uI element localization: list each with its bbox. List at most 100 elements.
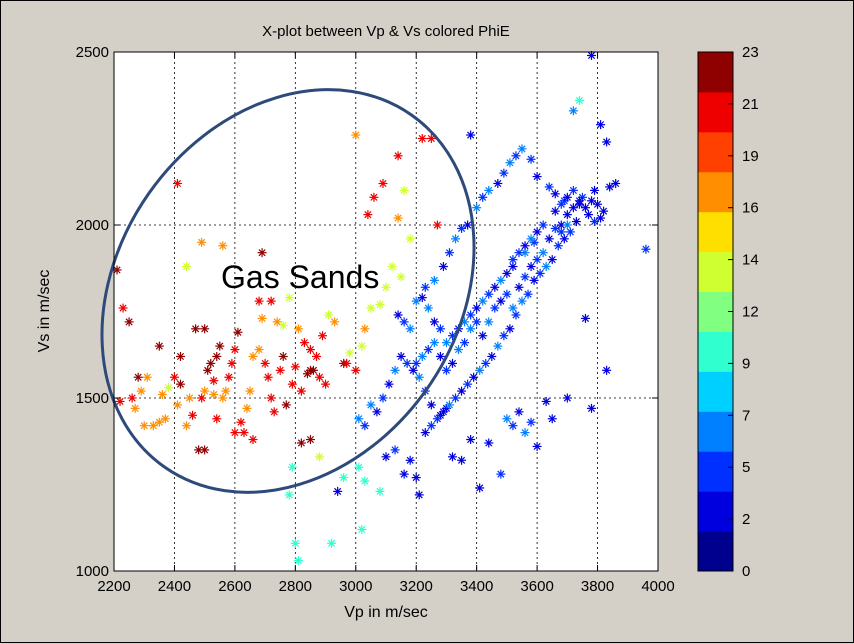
data-point [478,192,488,202]
data-point [366,303,376,313]
data-point [550,206,560,216]
colorbar-segment [698,491,733,532]
data-point [118,303,128,313]
data-point [441,365,451,375]
data-point [562,210,572,220]
data-point [188,410,198,420]
data-point [547,414,557,424]
colorbar-tick-label: 5 [742,459,750,476]
data-point [493,178,503,188]
data-point [435,351,445,361]
data-point [311,351,321,361]
data-point [457,386,467,396]
colorbar-tick-label: 19 [742,148,759,165]
data-point [496,296,506,306]
data-point [296,386,306,396]
colorbar: 0 2 5 7 9 12 14 16 19 21 23 [697,44,759,580]
data-point [565,227,575,237]
data-point [472,303,482,313]
data-point [257,313,267,323]
data-point [293,556,303,566]
data-point [520,241,530,251]
colorbar-segment [698,91,733,133]
data-point [432,220,442,230]
data-point [354,462,364,472]
data-point [218,393,228,403]
data-point [580,313,590,323]
x-tick-label: 3600 [520,578,553,595]
data-point [197,237,207,247]
data-point [266,393,276,403]
data-point [523,289,533,299]
data-point [200,386,210,396]
data-point [396,272,406,282]
data-point [526,417,536,427]
data-point [472,317,482,327]
x-tick-label: 2800 [279,578,312,595]
data-point [454,345,464,355]
data-point [175,379,185,389]
data-point [127,393,137,403]
data-point [411,358,421,368]
data-point [414,490,424,500]
x-axis-label: Vp in m/sec [344,604,428,621]
gas-sands-annotation: Gas Sands [221,259,379,295]
data-point [275,365,285,375]
data-point [580,203,590,213]
data-point [447,358,457,368]
colorbar-segment [698,371,733,412]
data-point [502,268,512,278]
data-point [290,538,300,548]
data-point [363,210,373,220]
data-point [538,220,548,230]
colorbar-tick-label: 9 [742,355,750,372]
data-point [435,324,445,334]
data-point [339,473,349,483]
data-point [532,441,542,451]
data-point [553,241,563,251]
data-point [305,345,315,355]
data-point [182,421,192,431]
data-point [490,303,500,313]
data-point [466,324,476,334]
data-point [593,199,603,209]
data-point [290,362,300,372]
plot-frame [113,51,659,572]
data-point [257,248,267,258]
data-point [514,407,524,417]
data-point [511,151,521,161]
data-point [469,372,479,382]
data-point [526,234,536,244]
data-point [411,296,421,306]
data-point [556,199,566,209]
data-point [191,324,201,334]
data-point [266,296,276,306]
colorbar-tick-label: 21 [742,96,759,113]
data-point [390,365,400,375]
data-point [242,403,252,413]
data-point [287,462,297,472]
data-point [466,130,476,140]
data-point [463,220,473,230]
colorbar-segment [698,251,733,293]
y-tick-label: 2500 [76,44,109,61]
data-point [475,483,485,493]
data-point [330,317,340,327]
data-point [381,452,391,462]
data-point [405,234,415,244]
data-point [508,421,518,431]
data-point [399,185,409,195]
data-point [209,390,219,400]
data-point [602,365,612,375]
data-point [360,324,370,334]
data-point [218,241,228,251]
data-point [345,348,355,358]
data-point [197,393,207,403]
data-point [169,372,179,382]
data-point [429,275,439,285]
data-point [414,372,424,382]
data-point [405,455,415,465]
data-point [460,338,470,348]
data-point [206,358,216,368]
